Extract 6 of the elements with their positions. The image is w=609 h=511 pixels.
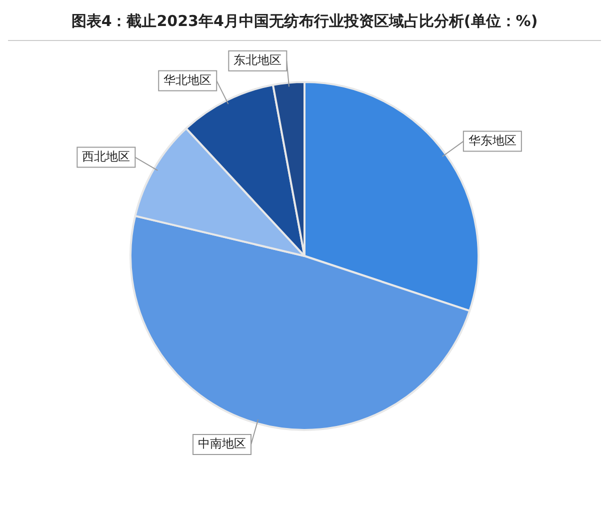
chart-title: 图表4：截止2023年4月中国无纺布行业投资区域占比分析(单位：%) [70,11,539,32]
slice-label: 东北地区 [234,52,282,67]
slice-label: 西北地区 [82,149,130,164]
slice-label: 华北地区 [164,72,212,87]
slice-label: 华东地区 [468,133,516,148]
slice-label: 中南地区 [198,436,246,451]
